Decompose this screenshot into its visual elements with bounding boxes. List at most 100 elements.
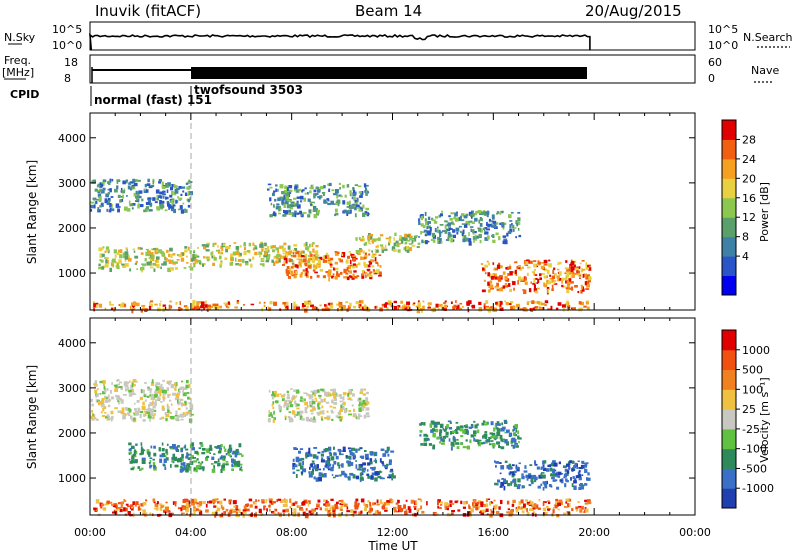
velocity-cell xyxy=(515,508,519,512)
velocity-cell xyxy=(234,461,239,464)
power-cell xyxy=(448,224,450,227)
velocity-cell xyxy=(333,452,337,456)
power-cell xyxy=(173,185,178,189)
velocity-cell xyxy=(179,398,184,401)
velocity-cell xyxy=(117,383,120,386)
velocity-cell xyxy=(127,407,131,411)
power-cell xyxy=(493,307,497,312)
power-cell xyxy=(471,210,474,215)
velocity-cell xyxy=(187,411,191,414)
power-colorbar-segment xyxy=(722,236,736,257)
velocity-cell xyxy=(571,468,574,472)
velocity-cell xyxy=(166,510,170,513)
velocity-cell xyxy=(367,500,370,503)
power-cell xyxy=(295,270,298,274)
velocity-cell xyxy=(490,501,493,503)
velocity-cell xyxy=(131,388,134,392)
power-cell xyxy=(319,268,324,272)
power-colorbar-tick-label: 12 xyxy=(742,211,756,224)
x-tick-label: 04:00 xyxy=(175,526,207,539)
velocity-cell xyxy=(516,485,521,490)
power-cell xyxy=(176,254,180,257)
power-cell xyxy=(437,307,440,311)
power-cell xyxy=(361,275,365,279)
power-cell xyxy=(284,255,287,260)
power-cell xyxy=(293,197,297,200)
velocity-cell xyxy=(316,455,319,460)
power-cell xyxy=(110,196,114,198)
power-cell xyxy=(493,223,497,228)
velocity-cell xyxy=(348,410,351,413)
velocity-cell xyxy=(366,415,370,418)
power-cell xyxy=(95,302,99,305)
velocity-cell xyxy=(500,501,503,505)
velocity-cell xyxy=(514,470,517,473)
velocity-cell xyxy=(94,389,98,394)
power-cell xyxy=(471,221,475,224)
velocity-cell xyxy=(159,388,162,392)
velocity-cell xyxy=(152,400,154,405)
velocity-cell xyxy=(166,443,169,446)
power-cell xyxy=(296,201,299,206)
power-cell xyxy=(278,207,281,212)
power-cell xyxy=(157,249,159,253)
velocity-cell xyxy=(325,401,330,404)
velocity-cell xyxy=(161,442,164,446)
velocity-cell xyxy=(174,388,177,392)
power-cell xyxy=(144,258,147,262)
velocity-cell xyxy=(90,398,93,402)
power-cell xyxy=(134,263,137,265)
power-cell xyxy=(375,270,380,274)
power-cell xyxy=(338,303,342,307)
velocity-cell xyxy=(103,385,106,390)
power-cell xyxy=(582,268,586,271)
velocity-cell xyxy=(217,464,221,467)
power-cell xyxy=(154,264,158,267)
power-cell xyxy=(351,276,355,280)
power-cell xyxy=(296,258,300,260)
power-cell xyxy=(438,303,443,307)
velocity-cell xyxy=(338,464,341,469)
power-cell xyxy=(105,247,109,253)
power-cell xyxy=(312,208,317,212)
power-cell xyxy=(439,224,444,226)
power-cell xyxy=(97,207,100,212)
power-cell xyxy=(269,214,273,218)
velocity-cell xyxy=(321,457,324,460)
power-cell xyxy=(226,306,230,309)
power-cell xyxy=(165,184,169,188)
power-cell xyxy=(285,198,288,202)
power-cell xyxy=(379,234,384,237)
power-cell xyxy=(147,197,151,201)
power-cell xyxy=(561,277,565,281)
power-cell xyxy=(152,197,156,201)
velocity-cell xyxy=(146,395,150,398)
power-cell xyxy=(283,190,287,194)
power-cell xyxy=(355,258,358,260)
velocity-cell xyxy=(537,507,541,510)
velocity-cell xyxy=(231,452,235,455)
power-cell xyxy=(492,239,496,243)
power-cell xyxy=(157,307,161,312)
power-colorbar-tick-label: 8 xyxy=(742,231,749,244)
velocity-cell xyxy=(165,448,168,454)
velocity-cell xyxy=(327,510,331,512)
power-cell xyxy=(507,231,512,234)
power-cell xyxy=(556,275,560,279)
velocity-cell xyxy=(369,476,372,479)
power-cell xyxy=(292,260,295,264)
velocity-cell xyxy=(223,511,227,515)
power-cell xyxy=(273,261,276,266)
velocity-cell xyxy=(236,511,238,516)
velocity-cell xyxy=(496,510,500,515)
power-cell xyxy=(523,279,526,282)
velocity-cell xyxy=(577,460,580,462)
power-cell xyxy=(315,187,320,190)
velocity-cell xyxy=(362,470,366,473)
power-cell xyxy=(159,303,161,307)
power-cell xyxy=(313,267,316,271)
power-cell xyxy=(361,273,365,276)
power-cell xyxy=(264,248,269,252)
power-colorbar-segment xyxy=(722,275,736,296)
velocity-cell xyxy=(96,393,99,397)
